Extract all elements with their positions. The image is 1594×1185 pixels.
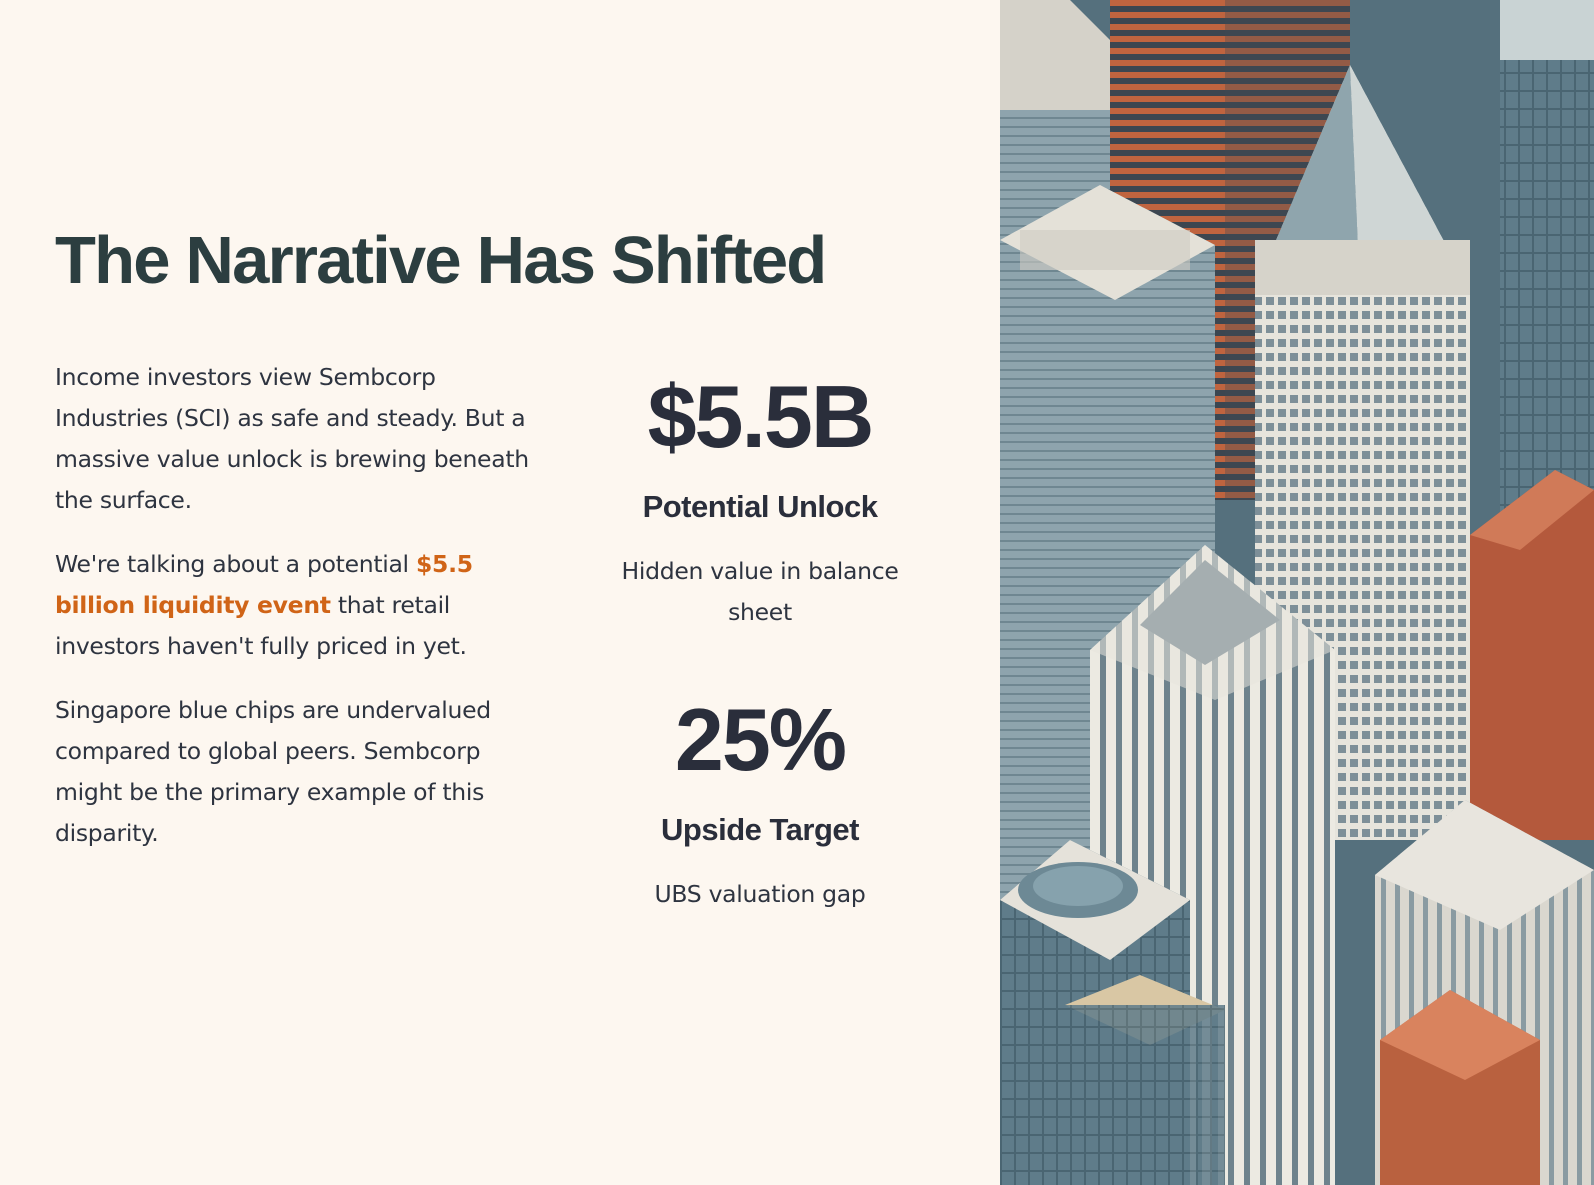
stat-card-upside: 25% Upside Target UBS valuation gap <box>590 690 930 915</box>
stat-label: Potential Unlock <box>642 489 878 524</box>
paragraph-liquidity-tail: that retail investors haven't fully pric… <box>55 591 467 660</box>
stat-value: 25% <box>674 690 847 789</box>
paragraph-liquidity: We're talking about a potential $5.5 bil… <box>55 544 550 667</box>
stat-label: Upside Target <box>661 812 859 847</box>
liquidity-highlight: $5.5 billion liquidity event <box>55 550 473 619</box>
stat-description: Hidden value in balance sheet <box>621 557 899 626</box>
body-text-column: Income investors view Sembcorp Industrie… <box>55 357 550 877</box>
paragraph-undervalued: Singapore blue chips are undervalued com… <box>55 696 491 847</box>
city-illustration <box>1000 0 1594 1185</box>
stat-value: $5.5B <box>647 367 875 466</box>
content-panel: The Narrative Has Shifted Income investo… <box>55 223 930 915</box>
stat-card-unlock: $5.5B Potential Unlock Hidden value in b… <box>590 367 930 633</box>
stat-description: UBS valuation gap <box>654 880 866 908</box>
paragraph-liquidity-lead: We're talking about a potential <box>55 550 416 578</box>
skyscrapers-image <box>1000 0 1594 1185</box>
slide-title: The Narrative Has Shifted <box>55 223 827 298</box>
paragraph-intro: Income investors view Sembcorp Industrie… <box>55 363 529 514</box>
